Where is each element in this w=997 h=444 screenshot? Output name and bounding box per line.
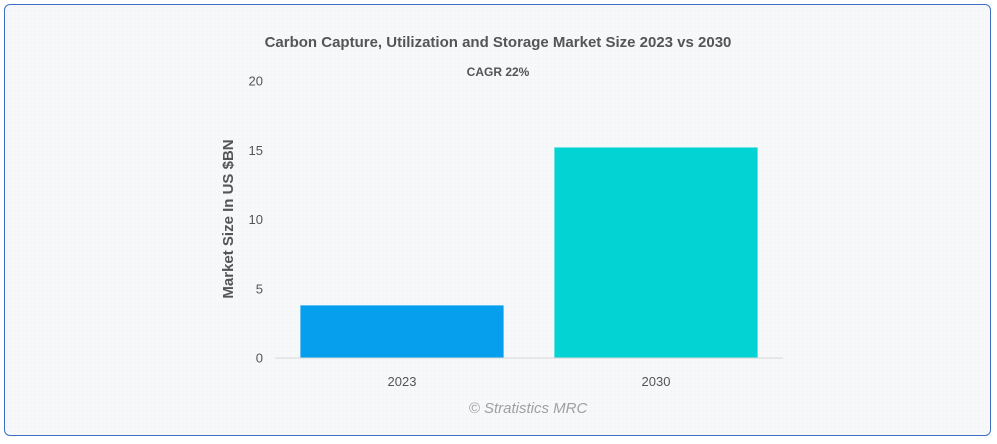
credit-watermark: © Stratistics MRC bbox=[469, 400, 588, 417]
chart-frame bbox=[4, 4, 991, 436]
bars bbox=[300, 147, 758, 358]
bar-2023 bbox=[300, 305, 504, 358]
x-tick-label: 2023 bbox=[388, 374, 417, 389]
y-tick-label: 10 bbox=[249, 212, 263, 227]
y-tick-label: 5 bbox=[256, 281, 263, 296]
y-tick-label: 0 bbox=[256, 351, 263, 366]
x-axis-ticks: 2023 2030 bbox=[388, 374, 671, 389]
y-tick-label: 15 bbox=[249, 143, 263, 158]
bar-2030 bbox=[554, 147, 758, 358]
y-axis-label: Market Size In US $BN bbox=[220, 139, 237, 298]
chart-subtitle: CAGR 22% bbox=[467, 65, 530, 79]
y-axis-ticks: 0 5 10 15 20 bbox=[249, 74, 263, 366]
chart-title: Carbon Capture, Utilization and Storage … bbox=[265, 34, 732, 51]
y-tick-label: 20 bbox=[249, 74, 263, 89]
x-tick-label: 2030 bbox=[642, 374, 671, 389]
